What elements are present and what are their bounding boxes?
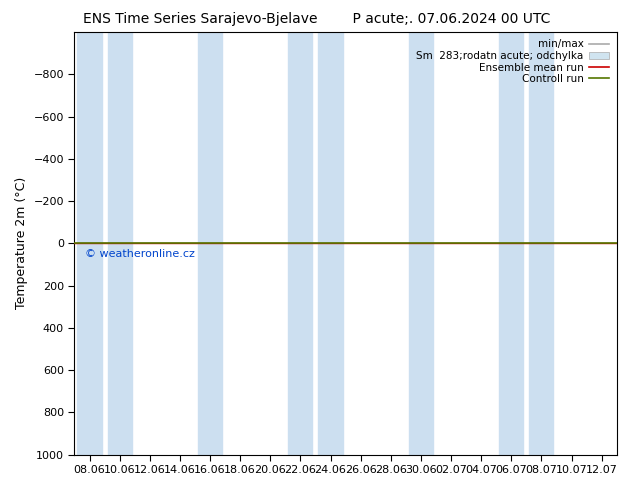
Bar xyxy=(529,32,553,455)
Bar xyxy=(77,32,101,455)
Text: ENS Time Series Sarajevo-Bjelave        P acute;. 07.06.2024 00 UTC: ENS Time Series Sarajevo-Bjelave P acute… xyxy=(83,12,551,26)
Bar xyxy=(499,32,523,455)
Bar xyxy=(198,32,222,455)
Y-axis label: Temperature 2m (°C): Temperature 2m (°C) xyxy=(15,177,28,310)
Bar xyxy=(318,32,342,455)
Text: © weatheronline.cz: © weatheronline.cz xyxy=(86,249,195,259)
Bar xyxy=(409,32,433,455)
Bar xyxy=(288,32,313,455)
Bar xyxy=(108,32,132,455)
Legend: min/max, Sm  283;rodatn acute; odchylka, Ensemble mean run, Controll run: min/max, Sm 283;rodatn acute; odchylka, … xyxy=(414,37,612,86)
